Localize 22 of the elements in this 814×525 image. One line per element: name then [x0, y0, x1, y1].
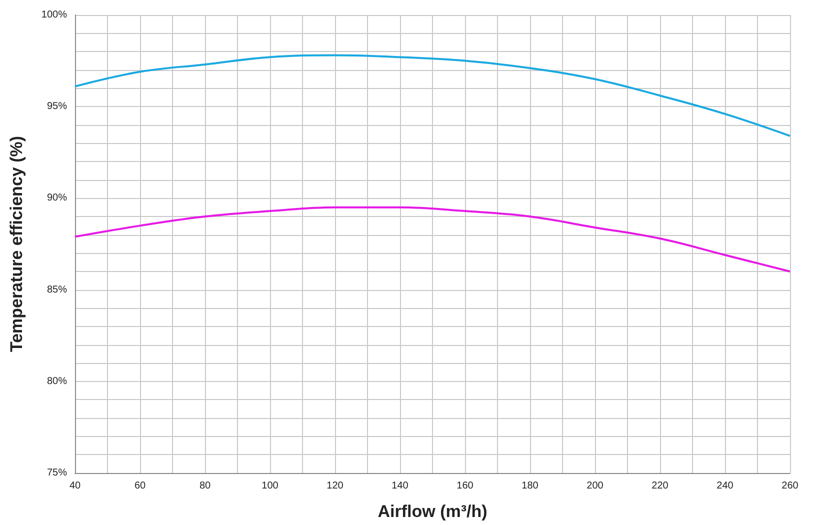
x-tick-label: 120: [326, 480, 344, 492]
line-series: [74, 206, 791, 272]
y-tick-label: 100%: [41, 10, 68, 20]
y-tick-label: 95%: [46, 101, 68, 112]
x-axis-title: Airflow (m³/h): [378, 502, 488, 521]
x-tick-label: 260: [782, 480, 799, 492]
y-tick-label: 75%: [46, 468, 68, 478]
y-tick-label: 90%: [46, 192, 68, 204]
x-tick-label: 240: [716, 480, 734, 492]
y-tick-label: 85%: [46, 284, 68, 296]
x-tick-label: 200: [586, 480, 604, 492]
y-tick-label: 80%: [46, 376, 68, 387]
x-tick-label: 60: [134, 480, 146, 492]
y-axis-title: Temperature efficiency (%): [7, 136, 26, 352]
x-tick-label: 220: [652, 480, 669, 492]
x-tick-label: 180: [522, 480, 539, 492]
x-tick-label: 100: [262, 480, 279, 492]
x-tick-label: 140: [392, 480, 409, 492]
x-tick-label: 40: [69, 480, 81, 492]
line-series: [74, 54, 791, 137]
x-tick-label: 160: [456, 480, 474, 492]
x-tick-label: 80: [199, 480, 211, 492]
